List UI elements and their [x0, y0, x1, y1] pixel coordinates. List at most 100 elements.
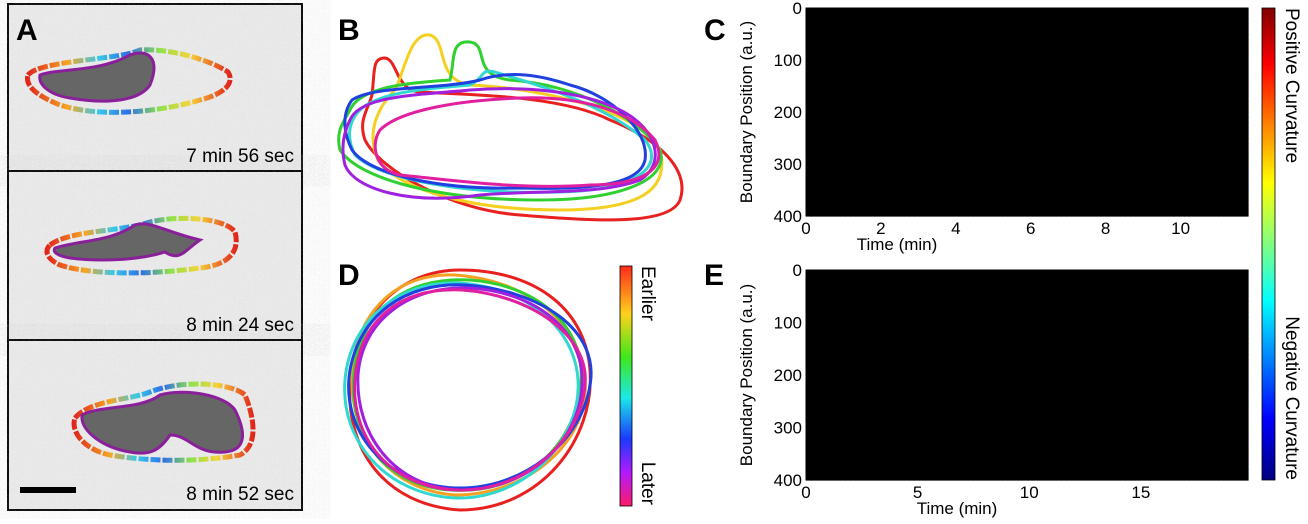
- heatmap-cell: [1032, 50, 1038, 56]
- heatmap-cell: [914, 333, 920, 339]
- heatmap-cell: [1140, 76, 1146, 82]
- heatmap-cell: [1022, 206, 1028, 212]
- heatmap-cell: [953, 464, 959, 470]
- heatmap-cell: [1189, 70, 1195, 76]
- heatmap-cell: [1042, 44, 1048, 50]
- heatmap-cell: [1169, 8, 1175, 14]
- heatmap-cell: [919, 396, 925, 402]
- heatmap-cell: [963, 154, 969, 160]
- heatmap-cell: [850, 55, 856, 61]
- heatmap-cell: [1042, 154, 1048, 160]
- heatmap-cell: [1012, 195, 1018, 201]
- heatmap-cell: [904, 396, 910, 402]
- heatmap-cell: [840, 281, 846, 287]
- heatmap-cell: [840, 412, 846, 418]
- heatmap-cell: [840, 302, 846, 308]
- heatmap-cell: [1238, 39, 1244, 45]
- heatmap-cell: [831, 24, 837, 30]
- heatmap-cell: [919, 307, 925, 313]
- heatmap-cell: [875, 174, 881, 180]
- heatmap-cell: [1125, 39, 1131, 45]
- heatmap-cell: [1204, 122, 1210, 128]
- heatmap-cell: [850, 296, 856, 302]
- heatmap-cell: [811, 185, 817, 191]
- heatmap-cell: [899, 359, 905, 365]
- heatmap-cell: [1052, 55, 1058, 61]
- heatmap-cell: [880, 275, 886, 281]
- heatmap-cell: [909, 407, 915, 413]
- heatmap-cell: [875, 96, 881, 102]
- heatmap-cell: [811, 438, 817, 444]
- heatmap-cell: [811, 275, 817, 281]
- heatmap-cell: [816, 443, 822, 449]
- heatmap-cell: [826, 422, 832, 428]
- heatmap-cell: [944, 86, 950, 92]
- heatmap-cell: [1214, 180, 1220, 186]
- heatmap-cell: [821, 190, 827, 196]
- heatmap-cell: [1037, 190, 1043, 196]
- heatmap-cell: [929, 164, 935, 170]
- heatmap-cell: [1022, 70, 1028, 76]
- heatmap-cell: [894, 401, 900, 407]
- heatmap-cell: [924, 44, 930, 50]
- heatmap-cell: [929, 349, 935, 355]
- heatmap-cell: [924, 317, 930, 323]
- heatmap-cell: [978, 133, 984, 139]
- heatmap-cell: [914, 117, 920, 123]
- heatmap-cell: [899, 206, 905, 212]
- heatmap-cell: [1056, 29, 1062, 35]
- heatmap-cell: [826, 13, 832, 19]
- heatmap-cell: [1081, 122, 1087, 128]
- heatmap-cell: [1199, 159, 1205, 165]
- heatmap-cell: [944, 185, 950, 191]
- heatmap-cell: [1081, 81, 1087, 87]
- heatmap-cell: [929, 417, 935, 423]
- heatmap-cell: [860, 428, 866, 434]
- heatmap-cell: [811, 50, 817, 56]
- heatmap-cell: [1120, 138, 1126, 144]
- heatmap-cell: [816, 286, 822, 292]
- heatmap-cell: [831, 86, 837, 92]
- heatmap-cell: [1101, 60, 1107, 66]
- heatmap-cell: [1219, 24, 1225, 30]
- heatmap-cell: [1174, 148, 1180, 154]
- heatmap-cell: [806, 459, 812, 465]
- heatmap-cell: [1061, 65, 1067, 71]
- heatmap-cell: [978, 65, 984, 71]
- heatmap-cell: [889, 401, 895, 407]
- heatmap-cell: [821, 44, 827, 50]
- heatmap-cell: [1056, 206, 1062, 212]
- heatmap-cell: [1219, 190, 1225, 196]
- heatmap-cell: [993, 96, 999, 102]
- heatmap-cell: [1169, 70, 1175, 76]
- heatmap-cell: [1071, 112, 1077, 118]
- heatmap-cell: [944, 169, 950, 175]
- heatmap-cell: [840, 454, 846, 460]
- heatmap-cell: [1140, 185, 1146, 191]
- heatmap-cell: [924, 433, 930, 439]
- heatmap-cell: [1165, 18, 1171, 24]
- heatmap-cell: [909, 470, 915, 476]
- heatmap-cell: [1184, 169, 1190, 175]
- heatmap-cell: [875, 328, 881, 334]
- heatmap-cell: [953, 128, 959, 134]
- heatmap-cell: [1150, 65, 1156, 71]
- heatmap-cell: [1145, 200, 1151, 206]
- heatmap-cell: [993, 13, 999, 19]
- heatmap-cell: [1110, 195, 1116, 201]
- heatmap-cell: [889, 459, 895, 465]
- heatmap-cell: [1189, 180, 1195, 186]
- heatmap-cell: [899, 275, 905, 281]
- heatmap-cell: [850, 138, 856, 144]
- heatmap-cell: [899, 169, 905, 175]
- heatmap-cell: [840, 138, 846, 144]
- heatmap-cell: [1184, 112, 1190, 118]
- heatmap-cell: [885, 164, 891, 170]
- heatmap-cell: [875, 323, 881, 329]
- heatmap-cell: [855, 8, 861, 14]
- heatmap-cell: [934, 333, 940, 339]
- heatmap-cell: [1233, 128, 1239, 134]
- heatmap-cell: [875, 24, 881, 30]
- heatmap-cell: [909, 128, 915, 134]
- heatmap-cell: [845, 470, 851, 476]
